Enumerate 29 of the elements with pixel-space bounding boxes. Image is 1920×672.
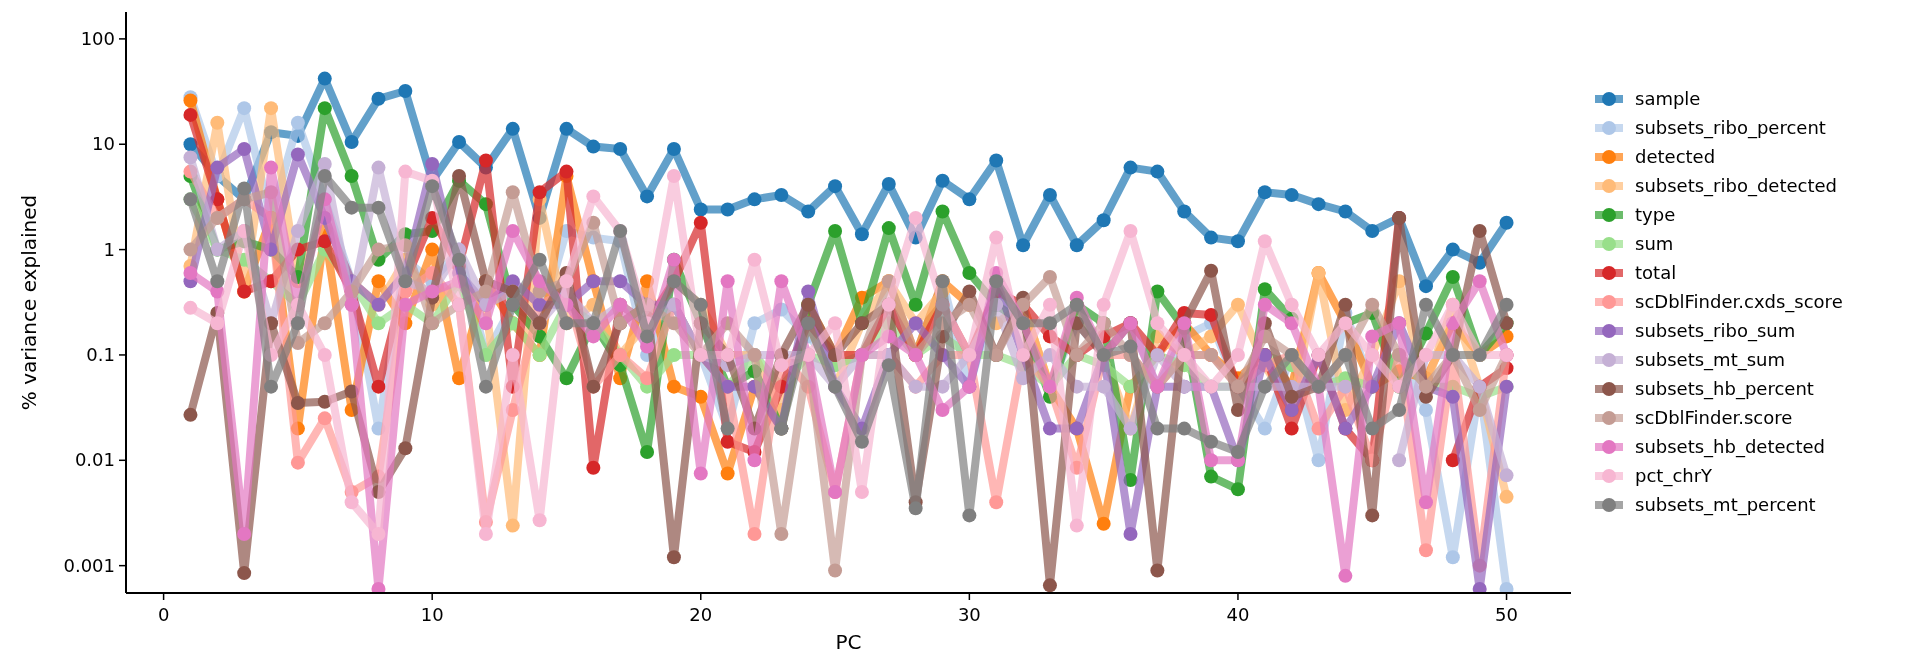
legend-label: type (1635, 204, 1676, 225)
x-tick-label: 20 (689, 604, 713, 625)
legend-label: scDblFinder.score (1635, 407, 1793, 428)
legend-label: pct_chrY (1635, 465, 1714, 487)
legend-label: subsets_ribo_detected (1635, 175, 1838, 197)
x-tick-label: 30 (957, 604, 981, 625)
y-tick-label: 100 (80, 27, 115, 49)
legend-label: total (1635, 262, 1677, 283)
legend-label: subsets_ribo_sum (1635, 320, 1796, 342)
x-tick-label: 0 (157, 604, 170, 625)
legend-label: subsets_ribo_percent (1635, 117, 1826, 139)
legend-label: subsets_hb_detected (1635, 436, 1826, 458)
legend-label: sample (1635, 88, 1701, 109)
x-tick-label: 10 (420, 604, 444, 625)
y-tick-label: 0.001 (63, 554, 115, 576)
y-tick-label: 0.01 (74, 449, 115, 471)
legend-label: subsets_mt_percent (1635, 494, 1816, 516)
y-tick-label: 10 (92, 133, 115, 155)
legend-label: detected (1635, 146, 1716, 167)
x-tick-label: 50 (1495, 604, 1518, 625)
legend-label: sum (1635, 233, 1674, 254)
x-tick-label: 40 (1226, 604, 1250, 625)
x-axis-title: PC (835, 630, 862, 654)
legend-label: subsets_mt_sum (1635, 349, 1786, 371)
y-axis-title: % variance explained (17, 194, 41, 411)
legend-label: subsets_hb_percent (1635, 378, 1814, 400)
y-tick-label: 1 (103, 238, 115, 260)
y-tick-label: 0.1 (86, 343, 115, 365)
legend-label: scDblFinder.cxds_score (1635, 291, 1843, 313)
